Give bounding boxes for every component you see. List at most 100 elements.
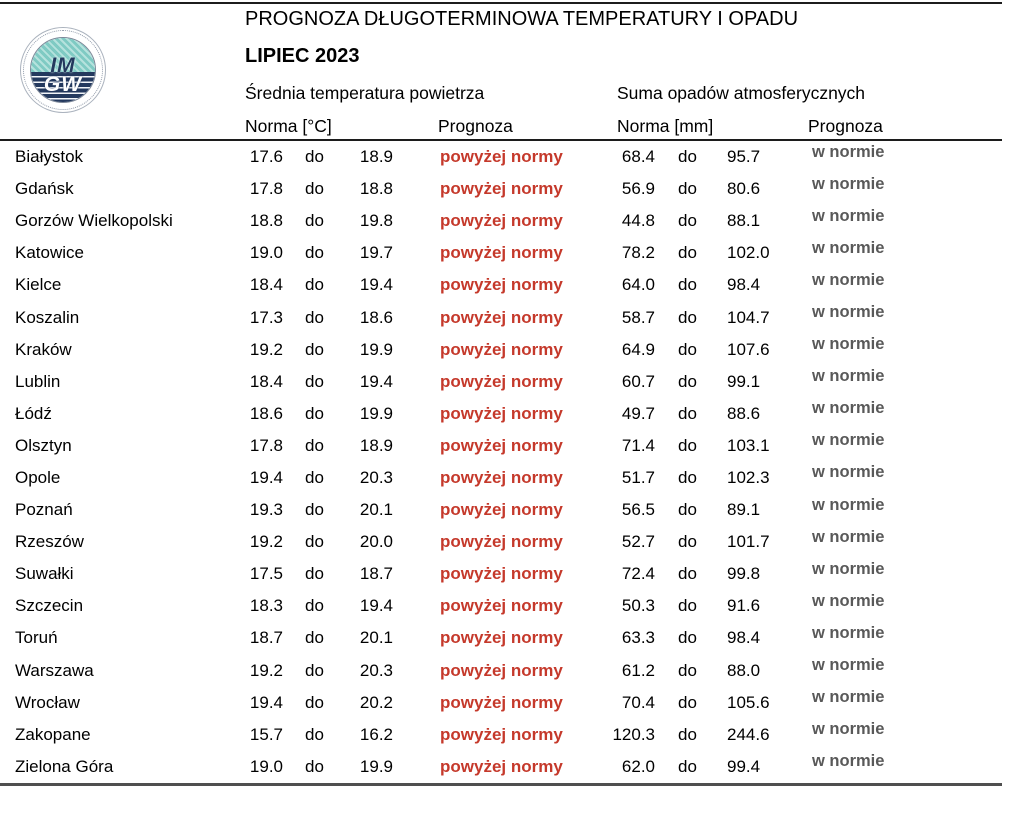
range-separator: do bbox=[305, 756, 324, 776]
city-name: Łódź bbox=[15, 403, 52, 423]
city-name: Rzeszów bbox=[15, 532, 84, 552]
precip-forecast-value: w normie bbox=[812, 335, 885, 354]
imgw-logo: IM GW bbox=[20, 27, 106, 113]
precip-norm-max: 95.7 bbox=[727, 147, 761, 167]
temp-forecast-value: powyżej normy bbox=[440, 243, 563, 263]
range-separator: do bbox=[305, 211, 324, 231]
table-row: Lublin 18.4 do 19.4 powyżej normy 60.7 d… bbox=[0, 366, 1024, 398]
table-row: Toruń 18.7 do 20.1 powyżej normy 63.3 do… bbox=[0, 622, 1024, 654]
precip-norm-min: 62.0 bbox=[621, 756, 655, 776]
range-separator: do bbox=[678, 243, 697, 263]
city-name: Kraków bbox=[15, 339, 72, 359]
range-separator: do bbox=[305, 339, 324, 359]
range-separator: do bbox=[678, 532, 697, 552]
table-row: Warszawa 19.2 do 20.3 powyżej normy 61.2… bbox=[0, 655, 1024, 687]
table-row: Olsztyn 17.8 do 18.9 powyżej normy 71.4 … bbox=[0, 430, 1024, 462]
precip-forecast-value: w normie bbox=[812, 623, 885, 642]
city-name: Suwałki bbox=[15, 564, 74, 584]
precip-norm-column-header: Norma [mm] bbox=[617, 116, 714, 136]
table-row: Białystok 17.6 do 18.9 powyżej normy 68.… bbox=[0, 141, 1024, 173]
precip-norm-max: 103.1 bbox=[727, 435, 770, 455]
temp-forecast-value: powyżej normy bbox=[440, 467, 563, 487]
top-border-line bbox=[0, 2, 1002, 4]
temp-norm-min: 19.2 bbox=[249, 339, 283, 359]
temp-norm-min: 19.2 bbox=[249, 660, 283, 680]
range-separator: do bbox=[305, 147, 324, 167]
table-row: Koszalin 17.3 do 18.6 powyżej normy 58.7… bbox=[0, 301, 1024, 333]
range-separator: do bbox=[678, 307, 697, 327]
temp-norm-max: 20.1 bbox=[359, 628, 393, 648]
range-separator: do bbox=[678, 628, 697, 648]
precip-norm-max: 88.0 bbox=[727, 660, 761, 680]
precip-norm-max: 89.1 bbox=[727, 500, 761, 520]
forecast-month: LIPIEC 2023 bbox=[245, 45, 360, 67]
range-separator: do bbox=[678, 596, 697, 616]
precip-norm-min: 60.7 bbox=[621, 371, 655, 391]
table-row: Poznań 19.3 do 20.1 powyżej normy 56.5 d… bbox=[0, 494, 1024, 526]
table-row: Zielona Góra 19.0 do 19.9 powyżej normy … bbox=[0, 751, 1024, 783]
temp-norm-min: 18.6 bbox=[249, 403, 283, 423]
precip-norm-min: 56.5 bbox=[621, 500, 655, 520]
city-name: Gorzów Wielkopolski bbox=[15, 211, 173, 231]
range-separator: do bbox=[678, 371, 697, 391]
precip-forecast-value: w normie bbox=[812, 238, 885, 257]
logo-text-im: IM bbox=[50, 54, 76, 77]
precip-norm-min: 72.4 bbox=[621, 564, 655, 584]
temp-forecast-value: powyżej normy bbox=[440, 692, 563, 712]
temp-norm-column-header: Norma [°C] bbox=[245, 116, 332, 136]
temp-forecast-value: powyżej normy bbox=[440, 596, 563, 616]
logo-ring bbox=[23, 30, 103, 110]
temp-norm-max: 19.9 bbox=[359, 403, 393, 423]
temp-norm-max: 16.2 bbox=[359, 724, 393, 744]
precip-forecast-column-header: Prognoza bbox=[808, 116, 883, 136]
range-separator: do bbox=[678, 403, 697, 423]
precip-norm-min: 64.9 bbox=[621, 339, 655, 359]
table-row: Łódź 18.6 do 19.9 powyżej normy 49.7 do … bbox=[0, 398, 1024, 430]
range-separator: do bbox=[305, 724, 324, 744]
precip-norm-max: 99.4 bbox=[727, 756, 761, 776]
precip-forecast-value: w normie bbox=[812, 206, 885, 225]
temp-forecast-value: powyżej normy bbox=[440, 500, 563, 520]
temp-norm-max: 19.9 bbox=[359, 339, 393, 359]
temp-forecast-value: powyżej normy bbox=[440, 564, 563, 584]
precip-forecast-value: w normie bbox=[812, 720, 885, 739]
temp-norm-max: 19.4 bbox=[359, 275, 393, 295]
table-row: Kraków 19.2 do 19.9 powyżej normy 64.9 d… bbox=[0, 334, 1024, 366]
precip-norm-min: 56.9 bbox=[621, 179, 655, 199]
range-separator: do bbox=[305, 628, 324, 648]
temp-forecast-value: powyżej normy bbox=[440, 724, 563, 744]
range-separator: do bbox=[678, 724, 697, 744]
range-separator: do bbox=[678, 500, 697, 520]
precip-norm-max: 99.8 bbox=[727, 564, 761, 584]
temp-norm-max: 18.9 bbox=[359, 147, 393, 167]
temp-norm-max: 20.2 bbox=[359, 692, 393, 712]
range-separator: do bbox=[305, 307, 324, 327]
precip-norm-min: 51.7 bbox=[621, 467, 655, 487]
precip-norm-max: 107.6 bbox=[727, 339, 770, 359]
temp-norm-max: 20.3 bbox=[359, 467, 393, 487]
range-separator: do bbox=[305, 564, 324, 584]
precip-norm-max: 102.3 bbox=[727, 467, 770, 487]
precip-section-header: Suma opadów atmosferycznych bbox=[617, 83, 866, 103]
city-name: Szczecin bbox=[15, 596, 84, 616]
temp-forecast-value: powyżej normy bbox=[440, 147, 563, 167]
temp-forecast-value: powyżej normy bbox=[440, 628, 563, 648]
temp-norm-max: 18.9 bbox=[359, 435, 393, 455]
precip-norm-min: 78.2 bbox=[621, 243, 655, 263]
precip-norm-max: 104.7 bbox=[727, 307, 770, 327]
temp-norm-max: 18.7 bbox=[359, 564, 393, 584]
range-separator: do bbox=[678, 467, 697, 487]
temp-norm-min: 17.8 bbox=[249, 179, 283, 199]
precip-norm-min: 63.3 bbox=[621, 628, 655, 648]
precip-forecast-value: w normie bbox=[812, 495, 885, 514]
precip-norm-max: 80.6 bbox=[727, 179, 761, 199]
temp-norm-max: 20.3 bbox=[359, 660, 393, 680]
range-separator: do bbox=[305, 692, 324, 712]
header-separator-line bbox=[0, 139, 1002, 141]
table-row: Gorzów Wielkopolski 18.8 do 19.8 powyżej… bbox=[0, 205, 1024, 237]
city-name: Katowice bbox=[15, 243, 84, 263]
temp-norm-max: 18.6 bbox=[359, 307, 393, 327]
precip-norm-max: 102.0 bbox=[727, 243, 770, 263]
city-name: Lublin bbox=[15, 371, 61, 391]
